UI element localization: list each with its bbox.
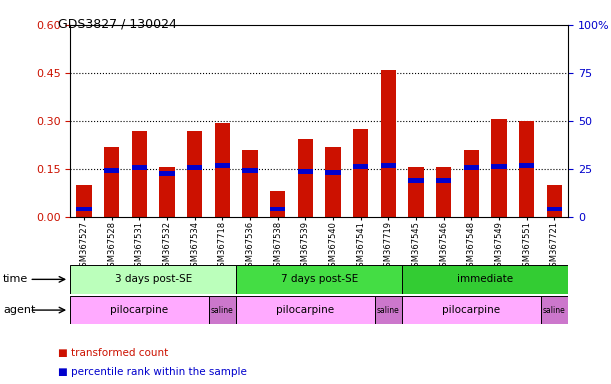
Text: ■ percentile rank within the sample: ■ percentile rank within the sample: [58, 367, 247, 377]
Text: ■ transformed count: ■ transformed count: [58, 348, 168, 358]
Text: pilocarpine: pilocarpine: [442, 305, 500, 315]
Bar: [236, 265, 402, 294]
Text: pilocarpine: pilocarpine: [276, 305, 334, 315]
Text: pilocarpine: pilocarpine: [111, 305, 169, 315]
Bar: [409, 178, 423, 182]
Bar: [409, 167, 423, 217]
Text: 3 days post-SE: 3 days post-SE: [115, 274, 192, 285]
Bar: [326, 147, 341, 217]
Bar: [353, 164, 368, 169]
Bar: [76, 185, 92, 217]
Bar: [270, 207, 285, 211]
Bar: [187, 165, 202, 170]
Text: time: time: [3, 274, 28, 285]
Bar: [208, 296, 236, 324]
Text: agent: agent: [3, 305, 35, 315]
Bar: [519, 121, 535, 217]
Bar: [70, 265, 236, 294]
Bar: [547, 207, 562, 211]
Bar: [436, 178, 452, 182]
Bar: [491, 119, 507, 217]
Bar: [547, 185, 562, 217]
Bar: [298, 139, 313, 217]
Bar: [402, 296, 541, 324]
Bar: [270, 191, 285, 217]
Text: immediate: immediate: [457, 274, 513, 285]
Text: saline: saline: [543, 306, 566, 314]
Bar: [375, 296, 402, 324]
Text: saline: saline: [211, 306, 234, 314]
Bar: [104, 147, 119, 217]
Bar: [70, 296, 208, 324]
Bar: [236, 296, 375, 324]
Bar: [381, 70, 396, 217]
Bar: [326, 170, 341, 175]
Bar: [464, 165, 479, 170]
Bar: [541, 296, 568, 324]
Bar: [159, 171, 175, 176]
Bar: [353, 129, 368, 217]
Bar: [519, 163, 535, 168]
Bar: [187, 131, 202, 217]
Bar: [215, 163, 230, 168]
Bar: [464, 150, 479, 217]
Bar: [491, 164, 507, 169]
Bar: [243, 168, 258, 173]
Text: saline: saline: [377, 306, 400, 314]
Bar: [159, 167, 175, 217]
Bar: [104, 168, 119, 173]
Bar: [132, 131, 147, 217]
Text: GDS3827 / 130024: GDS3827 / 130024: [58, 17, 177, 30]
Bar: [298, 169, 313, 174]
Bar: [215, 122, 230, 217]
Bar: [436, 167, 452, 217]
Bar: [76, 207, 92, 211]
Text: 7 days post-SE: 7 days post-SE: [280, 274, 358, 285]
Bar: [381, 163, 396, 167]
Bar: [402, 265, 568, 294]
Bar: [243, 150, 258, 217]
Bar: [132, 165, 147, 170]
